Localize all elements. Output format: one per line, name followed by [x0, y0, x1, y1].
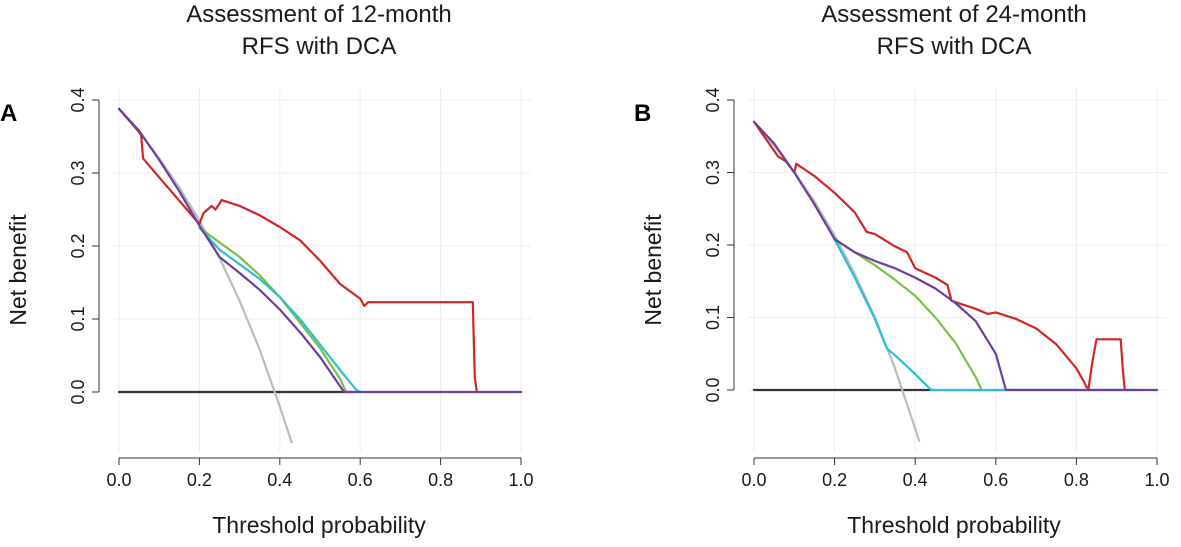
panel-a-label: A [0, 100, 17, 127]
panel-a-x-tick-label: 0.4 [267, 470, 292, 490]
panel-a-title-line-2: RFS with DCA [242, 33, 397, 60]
panel-a-series-model-1 [117, 107, 478, 394]
panel-b-x-axis-label: Threshold probability [847, 512, 1061, 538]
panel-b-series-model-4 [752, 120, 1159, 392]
panel-b-x-tick-label: 0.0 [741, 470, 766, 490]
panel-a-x-axis-label: Threshold probability [212, 512, 426, 538]
panel-b-y-axis-label: Net benefit [640, 214, 666, 326]
panel-b-series-model-1 [752, 120, 1126, 392]
panel-b: Assessment of 24-month RFS with DCA B Ne… [634, 1, 1170, 538]
panel-a-y-tick-label: 0.3 [68, 160, 88, 185]
panel-b-x-tick-label: 0.6 [983, 470, 1008, 490]
panel-a-y-tick-label: 0.1 [68, 306, 88, 331]
panel-b-x-tick-label: 0.4 [903, 470, 928, 490]
panel-a-x-tick-label: 1.0 [508, 470, 533, 490]
panel-a-y-tick-label: 0.0 [68, 379, 88, 404]
panel-b-series-model-2 [833, 238, 983, 392]
panel-a-x-tick-label: 0.2 [187, 470, 212, 490]
panel-a-y-tick-label: 0.2 [68, 233, 88, 258]
panel-a-title-line-1: Assessment of 12-month [186, 1, 451, 28]
panel-b-y-tick-label: 0.2 [703, 232, 723, 257]
panel-a-x-tick-label: 0.0 [106, 470, 131, 490]
panel-b-x-tick-label: 0.8 [1064, 470, 1089, 490]
panel-a-y-tick-label: 0.4 [68, 87, 88, 112]
panel-b-title-line-1: Assessment of 24-month [821, 1, 1086, 28]
panel-b-y-tick-label: 0.4 [703, 87, 723, 112]
panel-a-x-tick-label: 0.8 [428, 470, 453, 490]
panel-b-y-tick-label: 0.1 [703, 305, 723, 330]
panel-a: Assessment of 12-month RFS with DCA A Ne… [0, 1, 534, 538]
panel-a-x-tick-label: 0.6 [348, 470, 373, 490]
panel-b-y-tick-label: 0.0 [703, 377, 723, 402]
panel-b-series-all [752, 120, 921, 442]
panel-b-title-line-2: RFS with DCA [877, 33, 1032, 60]
panel-b-x-tick-label: 0.2 [822, 470, 847, 490]
panel-a-series-model-4 [117, 107, 523, 394]
panel-b-label: B [634, 100, 651, 127]
panel-a-series-model-3 [198, 226, 362, 394]
panel-a-y-axis-label: Net benefit [5, 214, 31, 326]
panel-b-x-tick-label: 1.0 [1144, 470, 1169, 490]
panel-b-y-tick-label: 0.3 [703, 160, 723, 185]
